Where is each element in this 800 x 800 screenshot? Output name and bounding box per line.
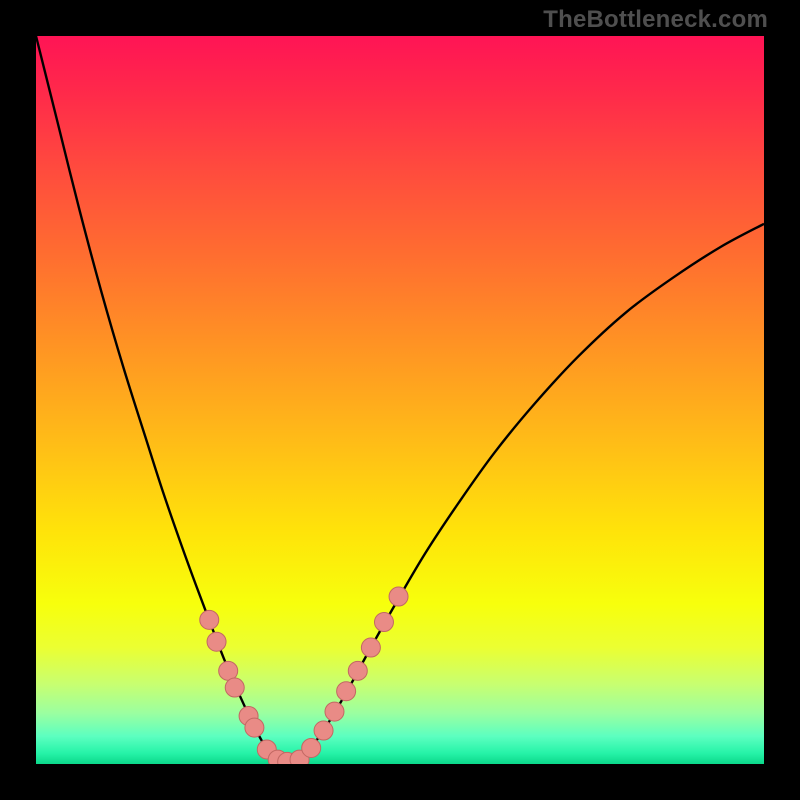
marker-point: [314, 721, 333, 740]
marker-point: [325, 702, 344, 721]
watermark-text: TheBottleneck.com: [543, 6, 768, 34]
marker-point: [374, 613, 393, 632]
frame-bottom: [0, 764, 800, 800]
frame-right: [764, 0, 800, 800]
bottleneck-chart: [0, 0, 800, 800]
marker-point: [245, 718, 264, 737]
marker-point: [225, 678, 244, 697]
frame-left: [0, 0, 36, 800]
marker-point: [302, 738, 321, 757]
plot-gradient-background: [36, 36, 764, 764]
marker-point: [348, 661, 367, 680]
marker-point: [337, 682, 356, 701]
marker-point: [200, 610, 219, 629]
marker-point: [219, 661, 238, 680]
marker-point: [361, 638, 380, 657]
marker-point: [207, 632, 226, 651]
marker-point: [389, 587, 408, 606]
